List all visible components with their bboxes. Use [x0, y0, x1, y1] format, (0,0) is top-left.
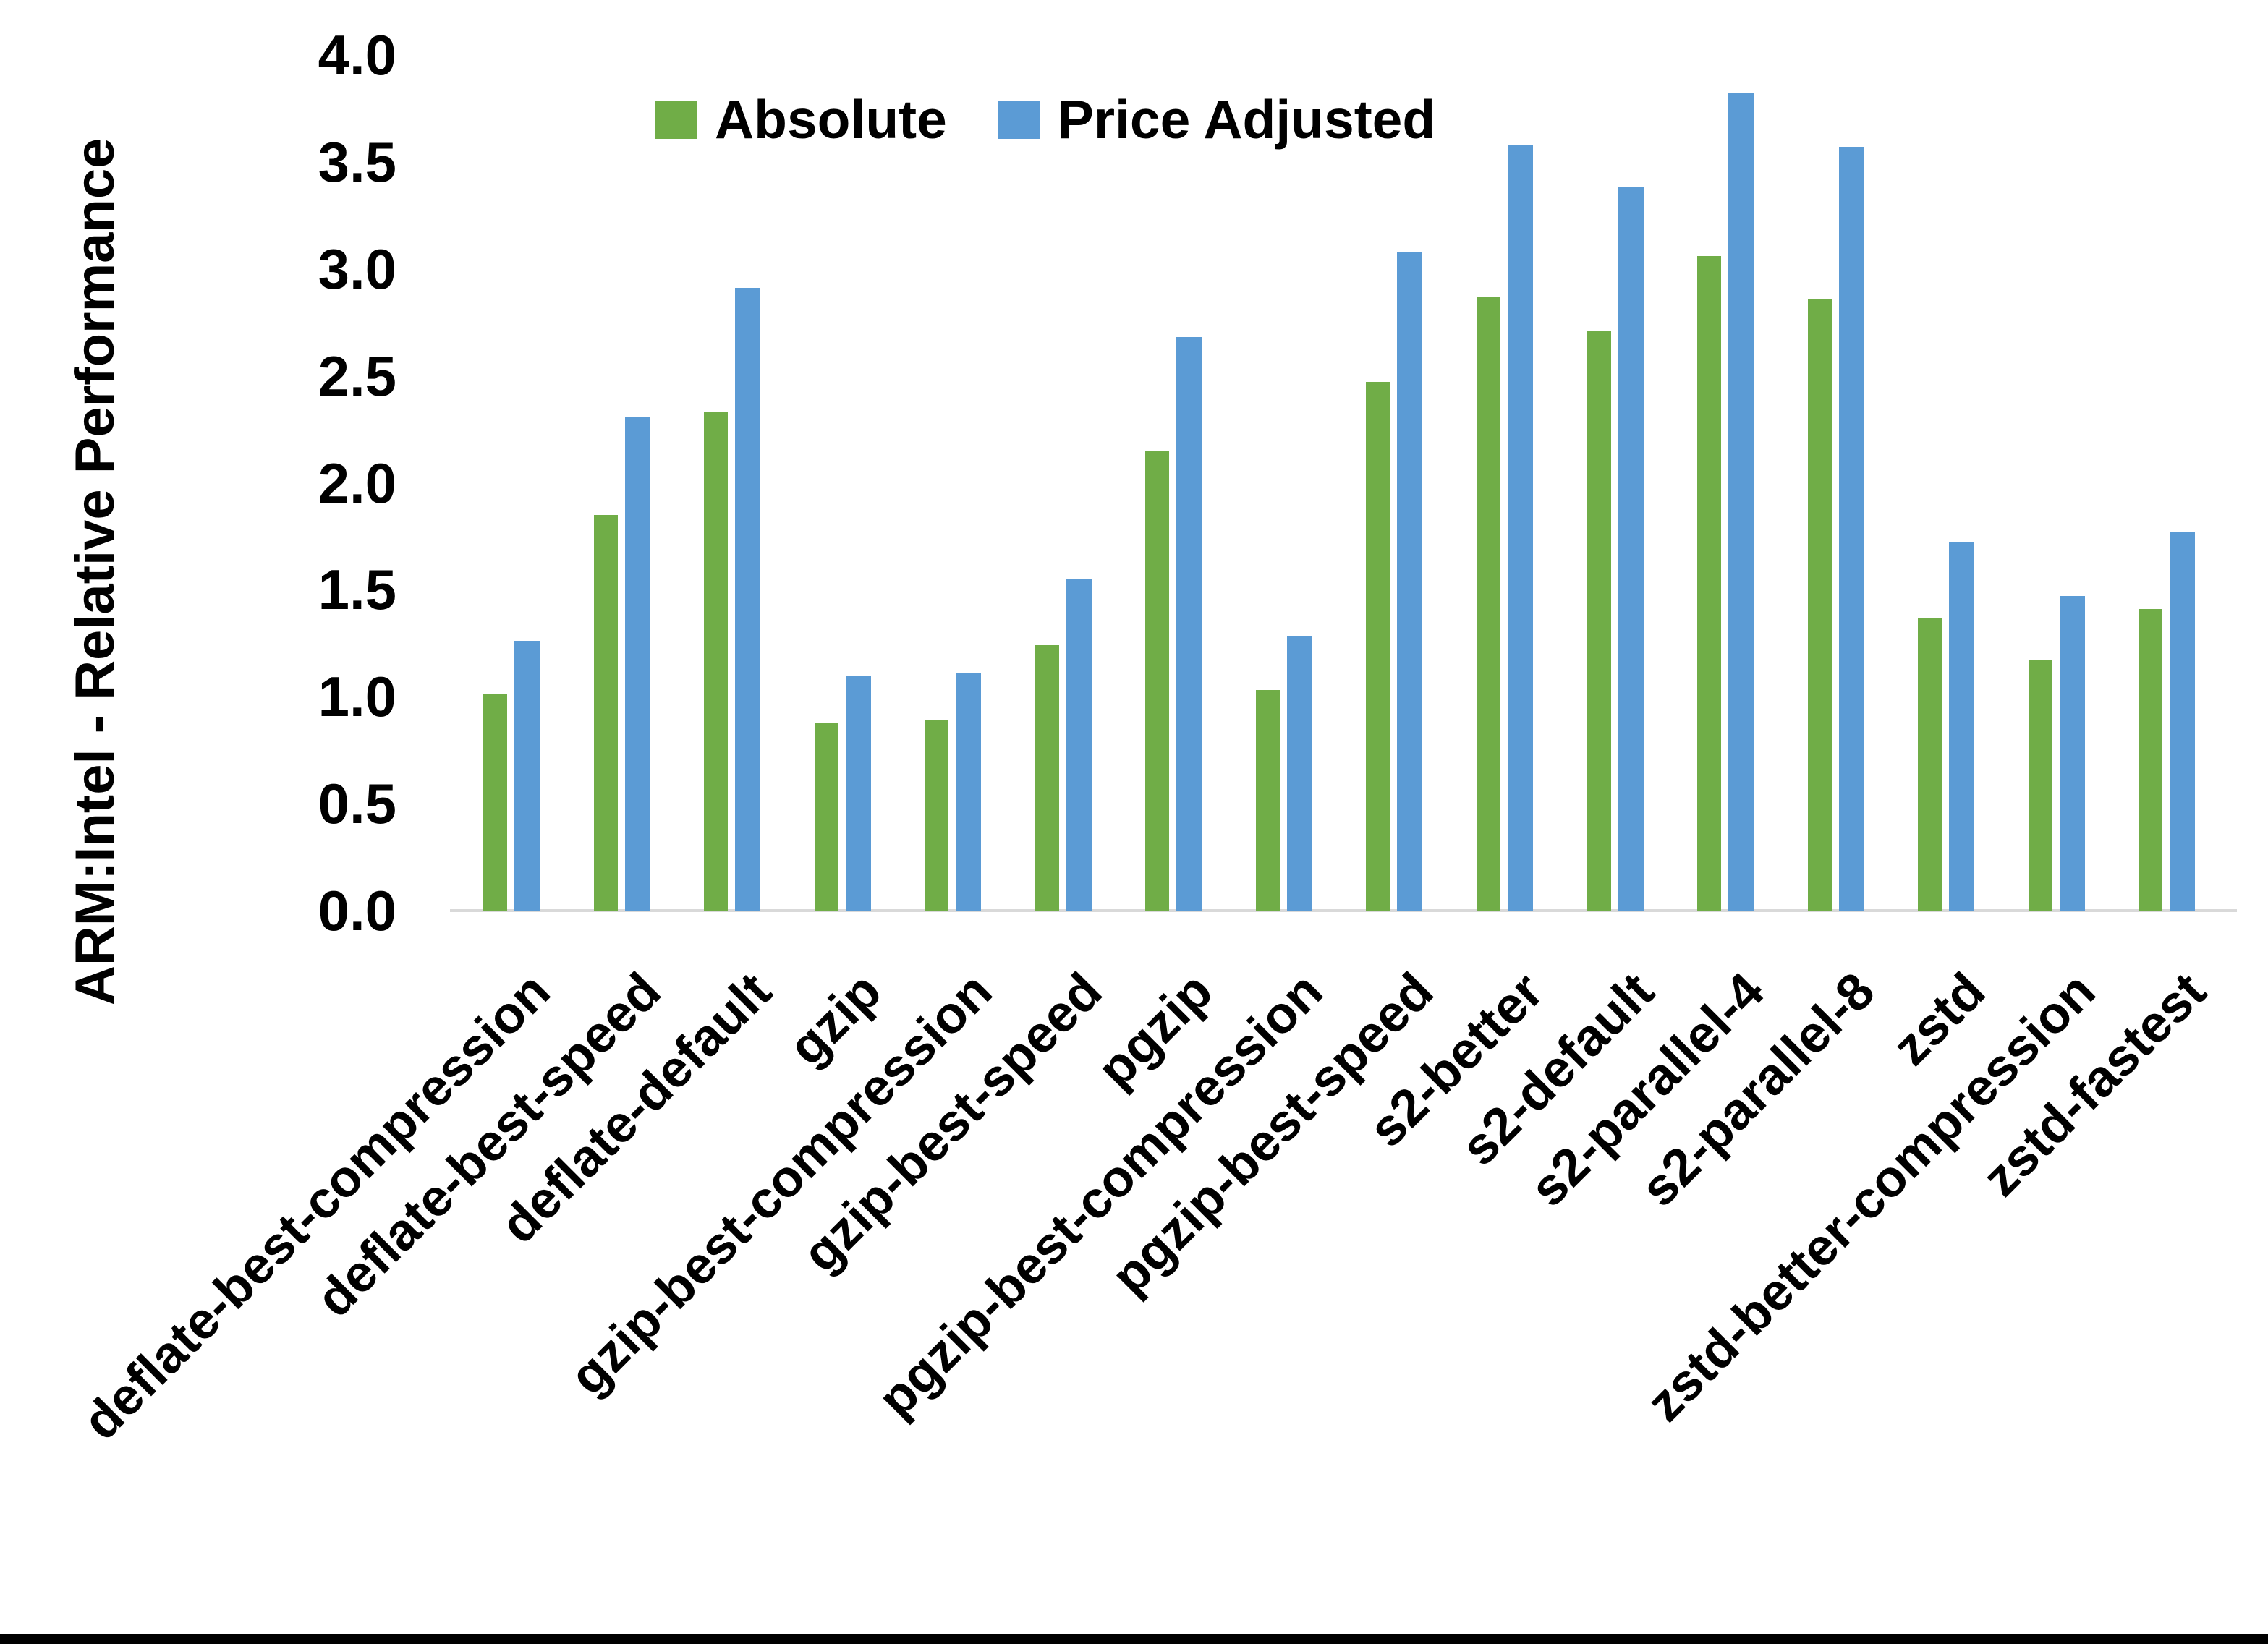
legend-swatch-absolute-icon: [655, 101, 697, 139]
bar-price-adjusted-deflate-best-compression: [514, 641, 540, 911]
bar-absolute-pgzip-best-compression: [1255, 690, 1280, 911]
bar-price-adjusted-zstd-fastest: [2170, 532, 2196, 911]
bar-absolute-deflate-default: [704, 412, 729, 911]
y-tick-label: 2.5: [318, 344, 396, 408]
bar-price-adjusted-pgzip-best-compression: [1286, 636, 1312, 911]
bar-price-adjusted-deflate-best-speed: [624, 417, 650, 911]
legend-item-absolute: Absolute: [655, 93, 947, 147]
bar-absolute-s2-parallel-4: [1697, 256, 1722, 911]
bar-price-adjusted-gzip-best-compression: [956, 673, 982, 911]
y-tick-label: 0.0: [318, 879, 396, 942]
y-tick-label: 2.0: [318, 451, 396, 515]
y-tick-label: 4.0: [318, 23, 396, 87]
bar-price-adjusted-zstd-better-compression: [2059, 596, 2085, 911]
bar-price-adjusted-zstd: [1949, 542, 1975, 911]
bar-absolute-zstd: [1918, 618, 1942, 911]
bottom-border: [0, 1634, 2268, 1644]
x-category-label: deflate-best-compression: [72, 961, 561, 1452]
y-tick-label: 3.0: [318, 237, 396, 301]
bar-price-adjusted-s2-better: [1507, 145, 1533, 911]
bar-price-adjusted-s2-default: [1618, 187, 1644, 911]
bar-absolute-deflate-best-compression: [483, 694, 507, 911]
legend-label-price-adjusted: Price Adjusted: [1057, 89, 1436, 150]
bar-absolute-s2-better: [1476, 297, 1500, 911]
y-tick-label: 0.5: [318, 772, 396, 836]
bar-price-adjusted-gzip: [845, 676, 871, 911]
legend: Absolute Price Adjusted: [655, 93, 1435, 147]
bar-absolute-s2-default: [1587, 331, 1611, 911]
bar-absolute-pgzip-best-speed: [1366, 382, 1390, 911]
bar-absolute-gzip: [814, 723, 838, 911]
y-tick-label: 3.5: [318, 129, 396, 194]
bar-price-adjusted-pgzip-best-speed: [1397, 252, 1423, 911]
bar-price-adjusted-deflate-default: [735, 288, 761, 911]
bar-absolute-gzip-best-speed: [1035, 645, 1059, 911]
x-axis-line: [450, 909, 2237, 912]
bar-absolute-s2-parallel-8: [1807, 299, 1832, 911]
legend-swatch-price-adjusted-icon: [997, 101, 1040, 139]
bar-price-adjusted-pgzip: [1176, 337, 1202, 911]
bar-absolute-deflate-best-speed: [593, 515, 618, 911]
bar-absolute-pgzip: [1145, 451, 1170, 911]
y-tick-label: 1.0: [318, 665, 396, 729]
bar-price-adjusted-s2-parallel-8: [1838, 147, 1864, 911]
bar-absolute-gzip-best-compression: [925, 720, 949, 911]
y-axis-title: ARM:Intel - Relative Performance: [64, 137, 126, 1005]
bar-price-adjusted-s2-parallel-4: [1728, 93, 1754, 911]
bar-price-adjusted-gzip-best-speed: [1066, 579, 1092, 911]
bar-absolute-zstd-better-compression: [2028, 660, 2052, 911]
y-tick-label: 1.5: [318, 558, 396, 622]
legend-label-absolute: Absolute: [715, 89, 947, 150]
legend-item-price-adjusted: Price Adjusted: [997, 89, 1436, 150]
bar-absolute-zstd-fastest: [2139, 609, 2163, 911]
